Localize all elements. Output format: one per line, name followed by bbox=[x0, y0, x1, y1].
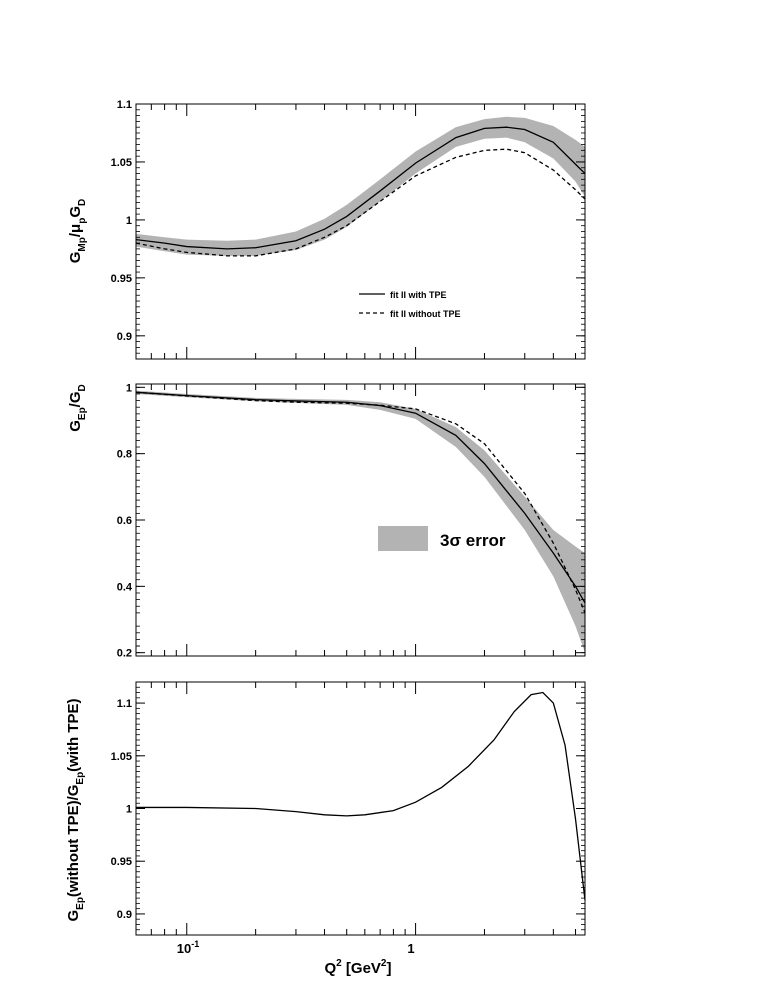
y-tick-label: 0.95 bbox=[111, 856, 132, 868]
middle-series-without-tpe bbox=[135, 391, 586, 614]
top-error-band bbox=[136, 116, 585, 256]
top-axes-frame bbox=[135, 103, 586, 360]
middle-series bbox=[135, 391, 586, 614]
panel-bottom: 0.9 0.95 1 1.05 1.1 GEp(without TPE)/GEp(wit… bbox=[65, 681, 586, 977]
y-tick-label: 1 bbox=[126, 804, 132, 816]
top-band bbox=[136, 116, 585, 256]
legend-label-with-tpe: fit II with TPE bbox=[390, 290, 447, 300]
middle-axes-frame bbox=[135, 383, 586, 657]
y-tick-label: 1.1 bbox=[117, 698, 132, 710]
top-y-axis-label: GMp/μpGD bbox=[67, 199, 88, 264]
panel-top: 0.9 0.95 1 1.05 1.1 GMp/μpGD fit II with TPE… bbox=[67, 99, 586, 360]
y-tick-label: 0.8 bbox=[117, 449, 132, 461]
x-tick-label-1: 1 bbox=[407, 941, 414, 956]
y-tick-label: 1.1 bbox=[117, 99, 132, 111]
y-tick-label: 0.95 bbox=[111, 273, 132, 285]
y-tick-label: 0.9 bbox=[117, 331, 132, 343]
bottom-series-with-tpe bbox=[136, 691, 586, 901]
top-ticks: 0.9 0.95 1 1.05 1.1 bbox=[111, 99, 585, 359]
middle-series-with-tpe bbox=[135, 391, 586, 604]
x-axis-label: Q2 [GeV2] bbox=[325, 958, 392, 977]
legend-label-band: 3σ error bbox=[440, 531, 506, 550]
bottom-y-axis-label: GEp(without TPE)/GEp(with TPE) bbox=[65, 698, 86, 921]
y-tick-label: 0.2 bbox=[117, 648, 132, 660]
legend-band-swatch bbox=[378, 526, 428, 551]
middle-band bbox=[136, 390, 585, 653]
bottom-ticks: 0.9 0.95 1 1.05 1.1 bbox=[111, 681, 585, 935]
legend-label-without-tpe: fit II without TPE bbox=[390, 309, 461, 319]
middle-ticks: 0.2 0.4 0.6 0.8 1 bbox=[117, 382, 585, 660]
y-tick-label: 1 bbox=[126, 215, 132, 227]
panel-middle: 0.2 0.4 0.6 0.8 1 GEp/GD 3σ error bbox=[67, 382, 586, 660]
x-tick-label-0.1: 10-1 bbox=[177, 939, 199, 956]
top-series bbox=[135, 126, 586, 257]
y-tick-label: 1 bbox=[126, 382, 132, 394]
middle-legend: 3σ error bbox=[378, 526, 506, 551]
y-tick-label: 0.6 bbox=[117, 515, 132, 527]
bottom-axes-frame bbox=[135, 681, 586, 936]
top-series-with-tpe bbox=[135, 126, 586, 250]
middle-error-band bbox=[136, 390, 585, 653]
y-tick-label: 0.4 bbox=[117, 581, 133, 593]
y-tick-label: 1.05 bbox=[111, 157, 132, 169]
top-legend: fit II with TPE fit II without TPE bbox=[359, 290, 461, 319]
y-tick-label: 0.9 bbox=[117, 909, 132, 921]
top-series-without-tpe bbox=[135, 148, 586, 257]
y-tick-label: 1.05 bbox=[111, 751, 132, 763]
bottom-series bbox=[136, 691, 586, 901]
middle-y-axis-label: GEp/GD bbox=[67, 384, 88, 432]
